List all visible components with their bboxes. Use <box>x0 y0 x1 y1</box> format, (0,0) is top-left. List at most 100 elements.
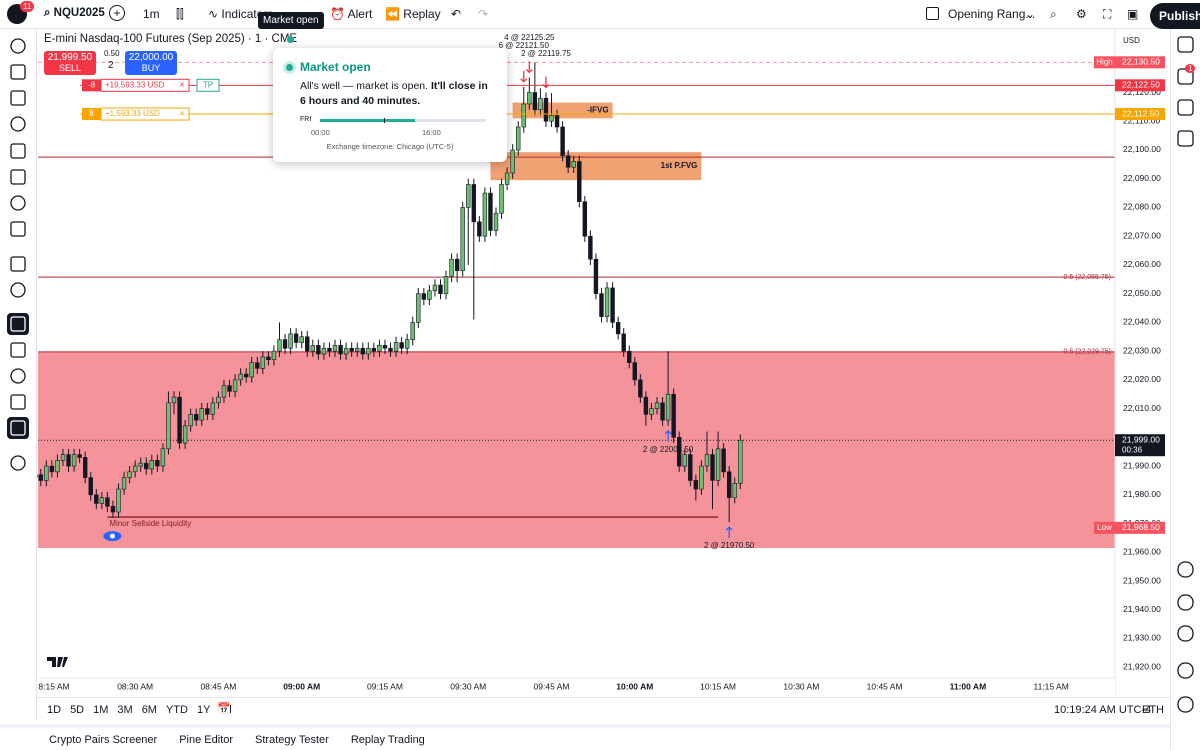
tooltip: Market open <box>258 12 324 29</box>
candle-body <box>632 362 637 381</box>
now-marker <box>384 118 385 123</box>
range-button[interactable]: 1M <box>93 704 109 716</box>
compare-button[interactable]: + <box>109 5 125 21</box>
side-icon[interactable] <box>1177 625 1194 642</box>
replay-button[interactable]: ⏪ Replay <box>385 7 441 21</box>
spread: 0.50 <box>104 49 120 58</box>
market-status-dot[interactable] <box>287 36 294 43</box>
quick-search[interactable]: ⌕ <box>1050 7 1057 21</box>
price-label-box <box>1115 79 1165 92</box>
y-tick-label: 22,110.00 <box>1123 115 1160 125</box>
tool-icon[interactable] <box>10 64 26 80</box>
tab[interactable]: Strategy Tester <box>255 734 329 746</box>
y-tick-label: 22,040.00 <box>1123 317 1161 327</box>
settings[interactable]: ⚙ <box>1076 7 1087 21</box>
tab[interactable]: Crypto Pairs Screener <box>49 734 158 746</box>
sell-label: SELL <box>58 63 82 73</box>
session-progress <box>320 119 415 122</box>
x-tick-label: 11:00 AM <box>950 681 987 691</box>
range-button[interactable]: 3M <box>117 704 133 716</box>
redo[interactable]: ↷ <box>478 7 489 21</box>
range-button[interactable]: 1Y <box>196 704 211 716</box>
candle-body <box>721 448 726 473</box>
candle-body <box>449 258 454 277</box>
sell-arrow <box>525 61 533 74</box>
candle-body <box>649 408 654 415</box>
tool-glyph <box>10 394 26 410</box>
candle-body <box>660 402 665 421</box>
range-button[interactable]: YTD <box>165 704 188 716</box>
candle-body <box>60 454 66 461</box>
tool-icon[interactable] <box>10 169 26 185</box>
range-button[interactable]: 6M <box>141 704 157 716</box>
y-tick-label: 21,960.00 <box>1123 547 1161 557</box>
quantity[interactable]: 2 <box>108 60 114 71</box>
date-range-picker[interactable]: 📅 <box>217 703 231 715</box>
tool-icon[interactable] <box>10 195 26 211</box>
layout-menu[interactable]: ⌄ <box>1025 7 1036 21</box>
candle-body <box>277 339 282 352</box>
side-icon[interactable] <box>1177 130 1194 147</box>
tool-glyph <box>10 342 26 358</box>
side-icon[interactable] <box>1177 36 1194 53</box>
side-glyph <box>1177 696 1194 713</box>
side-icon[interactable] <box>1177 594 1194 611</box>
side-icon[interactable] <box>1177 662 1194 679</box>
tool-icon[interactable] <box>10 143 26 159</box>
candle-body <box>321 347 327 355</box>
tab[interactable]: Pine Editor <box>179 734 234 746</box>
sell-arrow <box>542 76 550 89</box>
position-close: × <box>179 80 184 90</box>
right-toolbar: 1 <box>1170 29 1200 750</box>
candle-body <box>654 402 660 409</box>
layout-name[interactable]: Opening Rang... <box>948 7 1036 21</box>
side-icon[interactable] <box>1177 561 1194 578</box>
candle-body <box>704 454 710 467</box>
session[interactable]: ETH <box>1142 704 1164 716</box>
tool-icon[interactable] <box>10 282 26 298</box>
tool-icon[interactable] <box>10 116 26 132</box>
publish-button[interactable]: Publish <box>1150 3 1200 29</box>
tool-icon[interactable] <box>10 221 26 237</box>
price-label-box <box>1115 56 1165 69</box>
candle-body <box>732 483 737 498</box>
range-button[interactable]: 1D <box>47 704 62 716</box>
candle-body <box>499 184 504 214</box>
candle-body <box>171 396 177 404</box>
tool-icon[interactable] <box>10 342 26 358</box>
tool-icon[interactable] <box>10 256 26 272</box>
fullscreen[interactable]: ⛶ <box>1103 7 1112 21</box>
tool-icon[interactable] <box>7 313 29 335</box>
range-button[interactable]: All <box>219 704 232 716</box>
range-button[interactable]: 5D <box>70 704 85 716</box>
candle-body <box>693 480 699 490</box>
avatar-badge: 11 <box>20 1 35 12</box>
snapshot[interactable]: ▣ <box>1127 7 1139 21</box>
timezone: Exchange timezone: Chicago (UTC-5) <box>326 142 454 151</box>
tool-icon[interactable] <box>10 368 26 384</box>
side-icon[interactable] <box>1177 696 1194 713</box>
candle-body <box>94 494 99 504</box>
tool-icon[interactable] <box>10 90 26 106</box>
range-buttons: 1D 5D 1M 3M 6M YTD 1Y All <box>47 704 241 716</box>
candle-body <box>543 97 549 122</box>
candle-body <box>682 454 687 467</box>
candle-body <box>66 454 71 467</box>
sell-button[interactable]: 21,999.50 SELL <box>44 51 96 75</box>
layout-checkbox[interactable] <box>926 7 939 20</box>
tool-glyph <box>10 64 26 80</box>
interval[interactable]: 1m <box>143 7 160 21</box>
symbol-search[interactable]: ⌕ NQU2025 <box>44 7 105 19</box>
tool-icon[interactable] <box>7 417 29 439</box>
undo[interactable]: ↶ <box>451 7 462 21</box>
side-icon[interactable] <box>1177 99 1194 116</box>
tab[interactable]: Replay Trading <box>350 734 425 746</box>
sell-price: 21,999.50 <box>47 52 93 63</box>
tool-icon[interactable] <box>10 38 26 54</box>
buy-button[interactable]: 22,000.00 BUY <box>125 51 177 75</box>
tool-icon[interactable] <box>10 455 26 471</box>
liquidity-label: Minor Sellside Liquidity <box>109 519 191 528</box>
alert-button[interactable]: ⏰ Alert <box>330 7 373 21</box>
tool-icon[interactable] <box>10 394 26 410</box>
chart-type[interactable]: ⫿⫿ <box>176 7 184 21</box>
